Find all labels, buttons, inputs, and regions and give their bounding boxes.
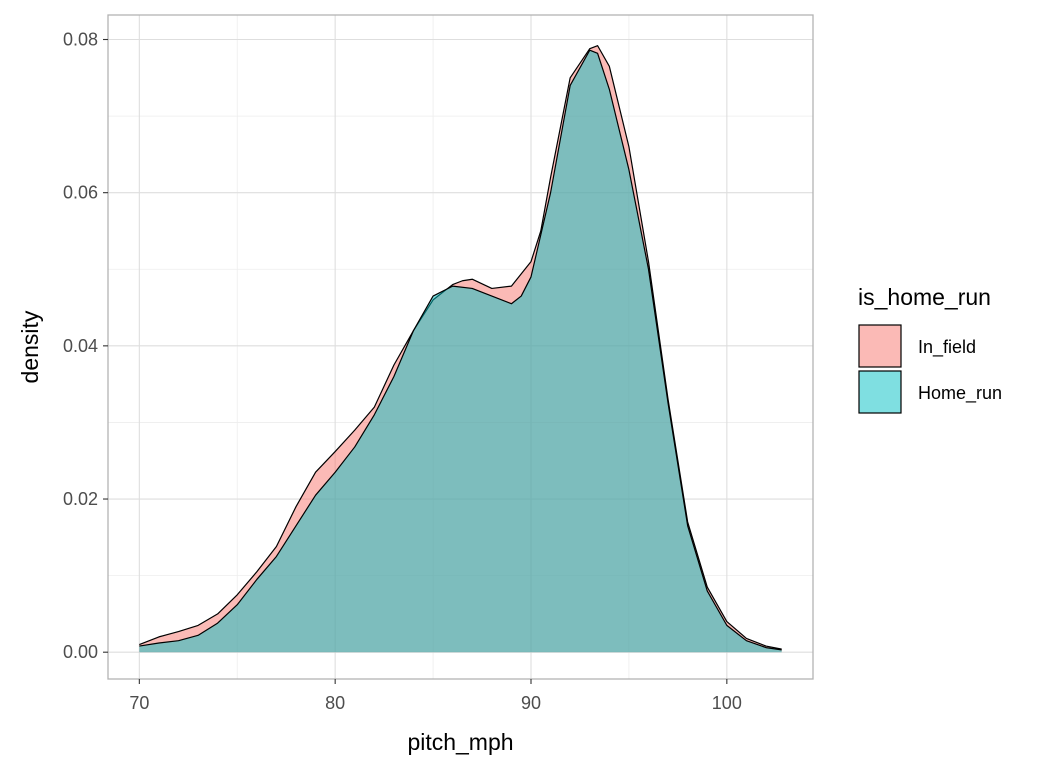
- legend-swatch-home-run: [858, 370, 902, 414]
- density-line-home-run: [139, 49, 782, 651]
- x-axis-title: pitch_mph: [407, 729, 513, 755]
- legend: is_home_run In_field Home_run: [858, 284, 1002, 414]
- y-tick-label: 0.04: [63, 336, 98, 356]
- legend-label-in-field: In_field: [918, 337, 976, 358]
- y-axis-ticks: 0.00 0.02 0.04 0.06 0.08: [63, 30, 108, 662]
- y-tick-label: 0.08: [63, 30, 98, 50]
- x-tick-label: 90: [521, 693, 541, 713]
- y-tick-label: 0.06: [63, 183, 98, 203]
- x-tick-label: 70: [129, 693, 149, 713]
- legend-swatch-in-field: [858, 324, 902, 368]
- x-axis-ticks: 70 80 90 100: [129, 679, 742, 713]
- density-area-home-run: [139, 50, 782, 653]
- legend-label-home-run: Home_run: [918, 383, 1002, 404]
- x-tick-label: 80: [325, 693, 345, 713]
- panel-border: [107, 14, 814, 680]
- y-tick-label: 0.00: [63, 642, 98, 662]
- legend-items: In_field Home_run: [858, 324, 1002, 414]
- y-tick-label: 0.02: [63, 489, 98, 509]
- density-areas: [139, 45, 782, 653]
- x-tick-label: 100: [712, 693, 742, 713]
- legend-title: is_home_run: [858, 284, 991, 310]
- y-axis-title: density: [17, 310, 43, 383]
